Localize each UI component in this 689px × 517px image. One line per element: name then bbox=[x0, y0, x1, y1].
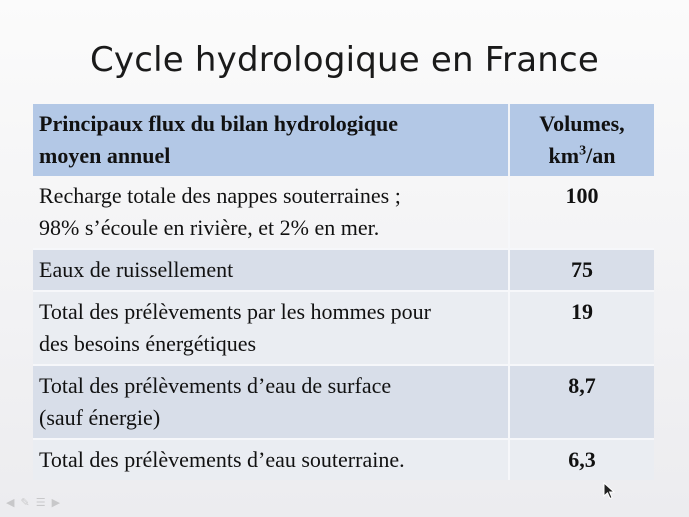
header-volume-unit-exp: 3 bbox=[579, 143, 587, 159]
mouse-pointer-icon bbox=[603, 482, 616, 500]
header-label-line2: moyen annuel bbox=[39, 143, 171, 168]
table-header-row: Principaux flux du bilan hydrologique mo… bbox=[33, 104, 654, 176]
row-label-line2: 98% s’écoule en rivière, et 2% en mer. bbox=[39, 215, 380, 240]
row-label-cell: Eaux de ruissellement bbox=[33, 248, 510, 291]
row-value-cell: 100 bbox=[565, 183, 599, 208]
pen-icon[interactable]: ✎ bbox=[20, 496, 30, 509]
row-label-cell: Total des prélèvements d’eau souterraine… bbox=[33, 438, 510, 480]
table-row: Recharge totale des nappes souterraines … bbox=[33, 176, 654, 249]
slideshow-toolbar: ◀ ✎ ☰ ▶ bbox=[6, 496, 60, 509]
table-row: Eaux de ruissellement 75 bbox=[33, 248, 654, 291]
row-value-cell: 19 bbox=[508, 290, 654, 365]
row-label-line1: Total des prélèvements d’eau souterraine… bbox=[39, 447, 405, 472]
flux-table: Principaux flux du bilan hydrologique mo… bbox=[33, 104, 654, 480]
header-label-line1: Principaux flux du bilan hydrologique bbox=[39, 111, 399, 136]
row-label-cell: Recharge totale des nappes souterraines … bbox=[33, 176, 510, 249]
next-icon[interactable]: ▶ bbox=[51, 496, 61, 509]
row-label-line1: Total des prélèvements d’eau de surface bbox=[39, 373, 392, 398]
row-label-line1: Recharge totale des nappes souterraines … bbox=[39, 183, 401, 208]
prev-icon[interactable]: ◀ bbox=[6, 496, 15, 509]
menu-icon[interactable]: ☰ bbox=[35, 496, 46, 509]
row-label-cell: Total des prélèvements par les hommes po… bbox=[33, 290, 510, 365]
table-row: Total des prélèvements d’eau souterraine… bbox=[33, 438, 654, 480]
row-label-cell: Total des prélèvements d’eau de surface … bbox=[33, 364, 510, 439]
table-row: Total des prélèvements d’eau de surface … bbox=[33, 364, 654, 439]
table-row: Total des prélèvements par les hommes po… bbox=[33, 290, 654, 365]
header-volume-unit-base: km bbox=[548, 143, 580, 168]
row-value-cell: 75 bbox=[508, 248, 654, 291]
slide-title: Cycle hydrologique en France bbox=[89, 40, 600, 80]
header-label-cell: Principaux flux du bilan hydrologique mo… bbox=[33, 104, 510, 176]
row-value-cell: 6,3 bbox=[508, 438, 654, 480]
row-label-line1: Eaux de ruissellement bbox=[39, 257, 234, 282]
row-label-line1: Total des prélèvements par les hommes po… bbox=[39, 299, 431, 324]
header-volume-cell: Volumes, km3/an bbox=[509, 104, 654, 176]
row-label-line2: (sauf énergie) bbox=[39, 405, 161, 430]
header-volume-prefix: Volumes, bbox=[539, 111, 625, 136]
row-label-line2: des besoins énergétiques bbox=[39, 331, 257, 356]
row-value-cell: 8,7 bbox=[508, 364, 654, 439]
header-volume-unit-suffix: /an bbox=[586, 143, 616, 168]
